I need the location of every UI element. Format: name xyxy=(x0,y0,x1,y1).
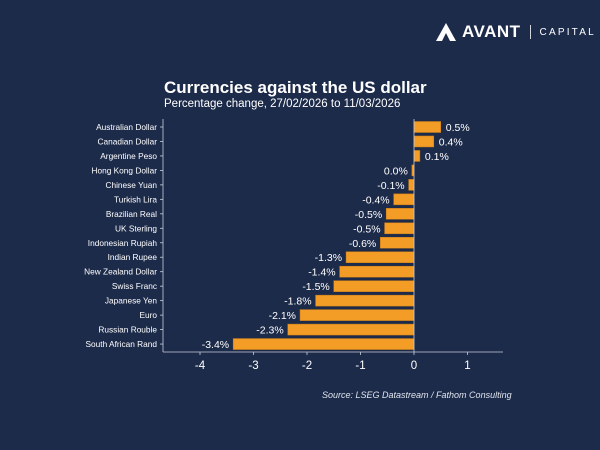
category-labels: Australian Dollar Canadian Dollar Argentin… xyxy=(84,122,157,349)
category-label: Canadian Dollar xyxy=(98,136,158,146)
category-label: Swiss Franc xyxy=(112,281,157,291)
category-label: Russian Rouble xyxy=(98,325,157,335)
category-label: Chinese Yuan xyxy=(105,180,157,190)
category-label: Turkish Lira xyxy=(114,194,157,204)
bar xyxy=(408,179,415,191)
category-label: Euro xyxy=(139,310,157,320)
value-label: -2.1% xyxy=(269,310,296,322)
value-label: -0.1% xyxy=(377,180,404,192)
bar xyxy=(413,121,441,133)
logo-sub: CAPITAL xyxy=(539,26,596,38)
bar xyxy=(385,208,415,220)
logo-mark-icon xyxy=(436,23,456,41)
x-tick-label: 0 xyxy=(411,360,417,372)
bar xyxy=(393,193,415,206)
value-label: -1.3% xyxy=(315,252,342,264)
value-label: 0.5% xyxy=(446,122,470,134)
x-tick-label: -4 xyxy=(195,360,206,372)
bar xyxy=(315,294,415,307)
x-tick-label: -3 xyxy=(248,360,258,372)
x-tick-label: 1 xyxy=(464,360,470,372)
x-tick-label: -2 xyxy=(302,360,312,372)
bar xyxy=(339,265,415,278)
x-tick-label: -1 xyxy=(355,360,365,372)
chart-title: Currencies against the US dollar xyxy=(164,78,427,97)
value-label: -1.8% xyxy=(284,296,311,308)
value-label: -0.5% xyxy=(355,209,382,221)
bars xyxy=(232,121,441,350)
category-label: Hong Kong Dollar xyxy=(92,165,158,175)
logo-brand: AVANT xyxy=(462,22,521,41)
category-label: Brazilian Real xyxy=(106,209,157,219)
value-label: -0.4% xyxy=(362,194,389,206)
category-label: New Zealand Dollar xyxy=(84,267,157,277)
value-label: -0.6% xyxy=(349,238,376,250)
bar xyxy=(413,150,421,162)
value-label: 0.0% xyxy=(384,165,408,177)
value-label: -1.5% xyxy=(302,281,329,293)
category-label: Australian Dollar xyxy=(96,122,157,132)
category-label: South African Rand xyxy=(86,339,158,349)
category-label: Indonesian Rupiah xyxy=(88,238,158,248)
chart-subtitle: Percentage change, 27/02/2026 to 11/03/2… xyxy=(164,98,401,110)
bar xyxy=(413,135,435,148)
category-label: Argentine Peso xyxy=(100,151,157,161)
logo-divider xyxy=(529,25,531,39)
value-label: -2.3% xyxy=(256,325,283,337)
bar xyxy=(345,251,415,263)
value-label: 0.1% xyxy=(425,151,449,163)
category-label: Indian Rupee xyxy=(108,252,158,262)
bar xyxy=(380,237,415,249)
value-labels: 0.5% 0.4% 0.1% 0.0% -0.1% -0.4% -0.5% -0.5% -0.6… xyxy=(202,122,470,351)
value-label: 0.4% xyxy=(439,136,463,148)
category-label: UK Sterling xyxy=(115,223,157,233)
bar xyxy=(287,323,415,336)
value-label: -0.5% xyxy=(353,223,380,235)
bar xyxy=(333,280,415,292)
bar xyxy=(384,222,415,235)
category-label: Japanese Yen xyxy=(105,296,158,306)
bar xyxy=(299,309,415,321)
avant-capital-logo: AVANT CAPITAL xyxy=(436,22,596,42)
source-note: Source: LSEG Datastream / Fathom Consult… xyxy=(322,390,512,400)
bar xyxy=(232,338,415,350)
axes: -4 -3 -2 -1 0 1 xyxy=(160,119,503,372)
value-label: -1.4% xyxy=(308,267,335,279)
value-label: -3.4% xyxy=(202,339,229,351)
